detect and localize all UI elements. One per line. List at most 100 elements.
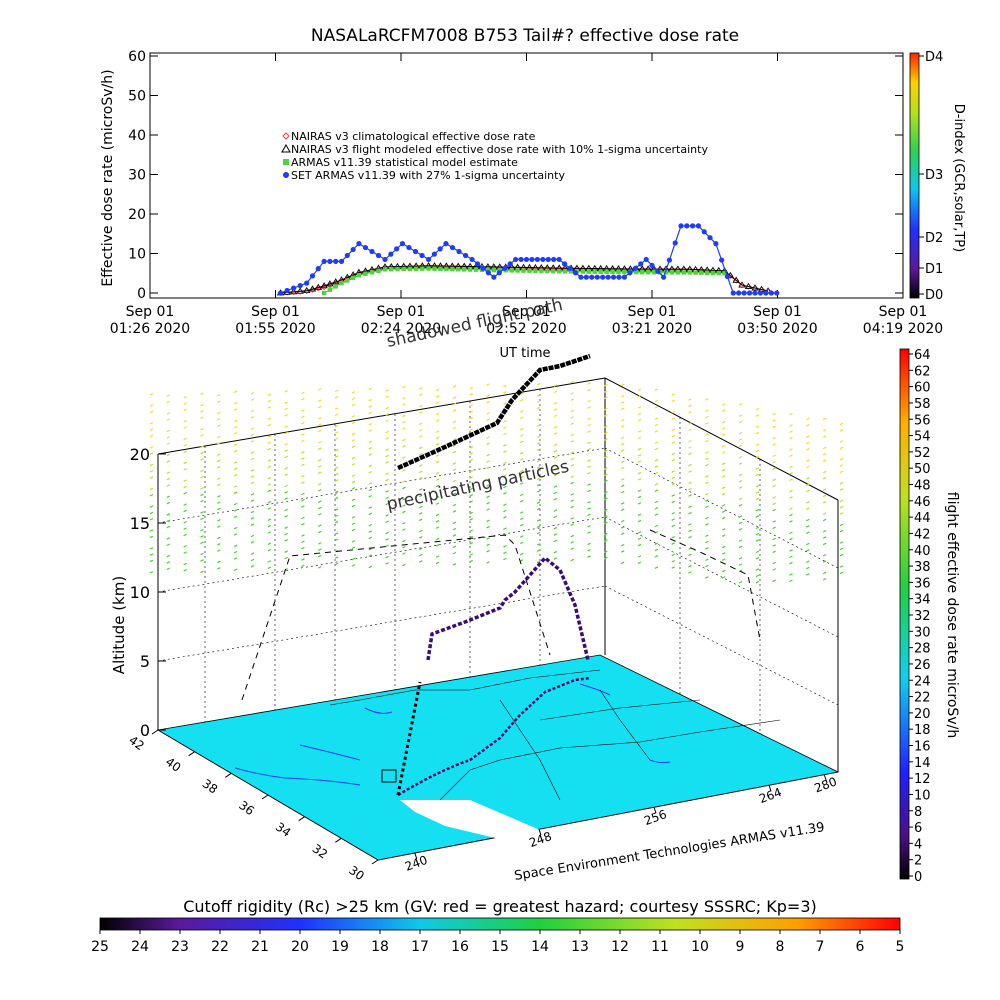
particle	[536, 543, 541, 546]
particle	[772, 454, 776, 458]
particle	[486, 561, 490, 564]
particle	[418, 488, 423, 491]
particle	[402, 497, 406, 501]
particle	[435, 544, 440, 547]
data-point	[616, 269, 621, 275]
annotation-precipitating-particles: precipitating particles	[385, 457, 571, 515]
particle	[822, 518, 827, 522]
particle	[402, 563, 406, 567]
particle	[301, 463, 305, 467]
particle	[334, 490, 339, 494]
data-point	[527, 268, 532, 273]
d-index-tick-label: D2	[925, 231, 943, 246]
data-point	[284, 287, 290, 294]
particle	[217, 567, 221, 570]
particle	[166, 484, 171, 487]
particle	[149, 546, 154, 550]
particle	[385, 490, 389, 493]
particle	[553, 432, 558, 435]
particle	[217, 543, 221, 546]
dose-tick-label: 24	[914, 674, 931, 689]
particle	[435, 526, 440, 529]
particle	[469, 428, 474, 431]
particle	[721, 558, 726, 561]
particle	[587, 500, 591, 504]
particle	[839, 457, 844, 461]
particle	[250, 523, 255, 526]
particle	[334, 479, 339, 482]
particle	[822, 470, 827, 474]
data-point	[562, 269, 568, 274]
particle	[368, 512, 373, 516]
particle	[233, 502, 238, 506]
particle	[149, 559, 154, 563]
particle	[705, 505, 709, 509]
data-point	[513, 256, 519, 263]
particle	[250, 517, 255, 520]
particle	[637, 406, 642, 409]
particle	[385, 472, 389, 476]
rc-tick-label: 25	[91, 939, 109, 955]
particle	[806, 465, 810, 469]
particle	[604, 383, 608, 387]
particle	[250, 416, 255, 419]
particle	[688, 553, 692, 557]
particle	[822, 500, 827, 504]
particle	[637, 531, 642, 534]
particle	[806, 424, 810, 427]
data-point	[485, 267, 491, 273]
particle	[654, 524, 659, 528]
particle	[671, 399, 675, 403]
particle	[233, 390, 238, 394]
particle	[587, 447, 591, 451]
top-x-tick-label-time: 03:21 2020	[612, 321, 692, 337]
particle	[418, 547, 423, 551]
particle	[200, 410, 204, 413]
particle	[721, 486, 726, 489]
particle	[705, 516, 709, 520]
particle	[738, 432, 743, 435]
particle	[385, 461, 389, 464]
data-point	[425, 256, 432, 263]
rc-tick-label: 6	[856, 939, 865, 955]
particle	[334, 514, 339, 518]
particle	[402, 528, 406, 531]
particle	[486, 495, 490, 499]
particle	[233, 425, 238, 429]
particle	[200, 416, 204, 420]
particle	[738, 557, 743, 560]
data-point	[592, 269, 597, 274]
data-point	[640, 269, 645, 275]
particle	[604, 407, 608, 411]
particle	[822, 577, 827, 581]
data-point	[638, 261, 644, 267]
particle	[637, 394, 642, 398]
dose-tick-label: 10	[914, 788, 931, 803]
particle	[536, 549, 541, 552]
particle	[553, 526, 558, 530]
particle	[721, 534, 726, 537]
particle	[587, 483, 591, 486]
particle	[519, 517, 524, 521]
particle	[503, 527, 507, 530]
particle	[469, 470, 474, 473]
particle	[301, 558, 305, 561]
particle	[587, 388, 591, 392]
particle	[469, 386, 474, 390]
particle	[469, 518, 474, 521]
particle	[486, 394, 490, 398]
particle	[452, 438, 457, 441]
data-point	[741, 290, 747, 296]
particle	[301, 492, 305, 496]
particle	[755, 407, 760, 411]
particle	[486, 519, 490, 523]
data-point	[431, 251, 437, 257]
particle	[822, 529, 827, 533]
particle	[469, 500, 474, 503]
particle	[536, 560, 541, 564]
particle	[217, 519, 221, 522]
particle	[368, 547, 373, 551]
particle	[435, 412, 440, 416]
particle	[418, 435, 423, 438]
particle	[402, 438, 406, 442]
